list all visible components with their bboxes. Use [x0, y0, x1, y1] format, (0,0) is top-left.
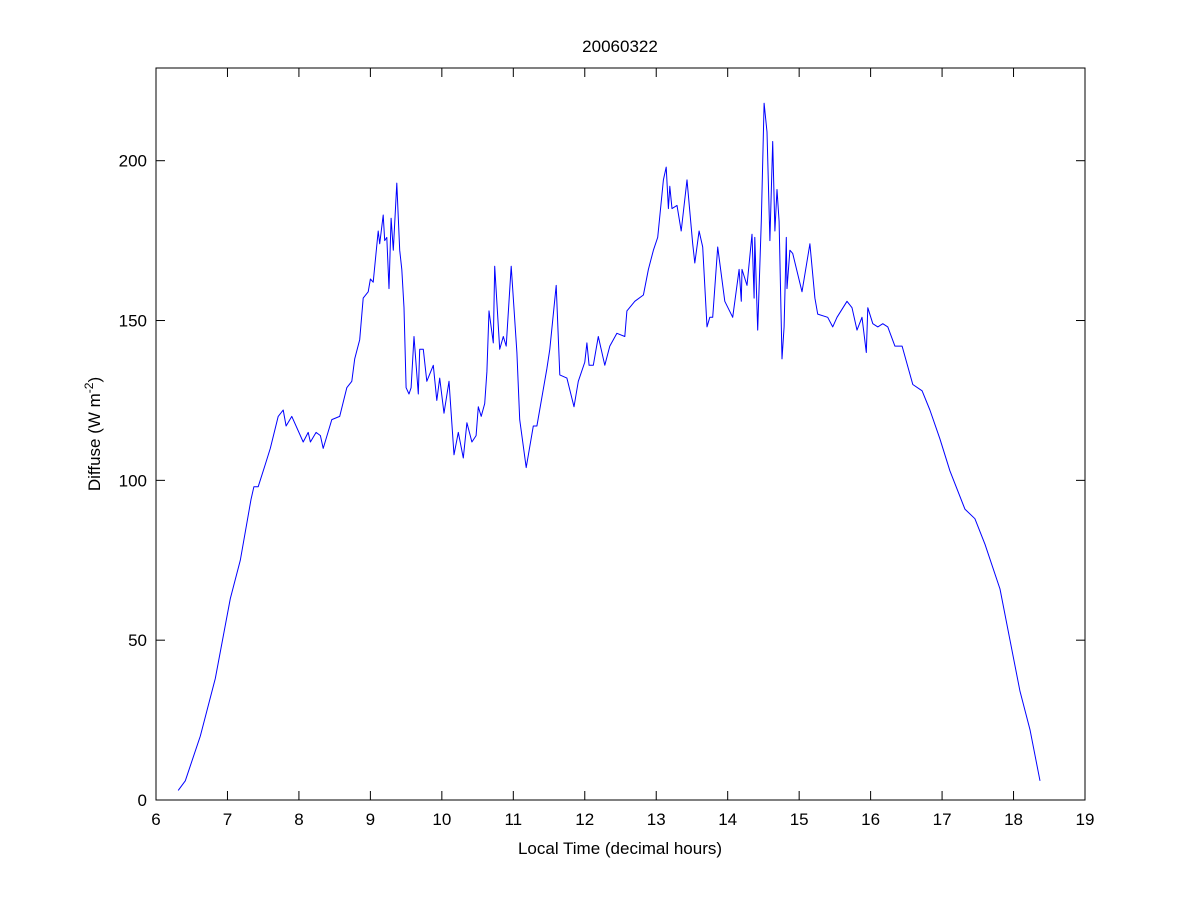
y-tick-label: 50 — [128, 631, 147, 650]
x-tick-label: 8 — [294, 810, 303, 829]
series-line-diffuse — [177, 102, 1041, 791]
x-tick-label: 18 — [1004, 810, 1023, 829]
x-tick-label: 13 — [647, 810, 666, 829]
y-axis-label-sup: -2 — [82, 382, 96, 393]
x-axis-label: Local Time (decimal hours) — [518, 839, 722, 858]
plot-area — [155, 67, 1086, 801]
x-tick-label: 19 — [1076, 810, 1095, 829]
series-group — [177, 102, 1041, 791]
y-axis-label: Diffuse (W m-2) — [82, 377, 104, 491]
x-tick-label: 12 — [575, 810, 594, 829]
x-tick-label: 16 — [861, 810, 880, 829]
x-tick-label: 6 — [151, 810, 160, 829]
x-tick-label: 7 — [223, 810, 232, 829]
x-tick-label: 15 — [790, 810, 809, 829]
y-tick-label: 200 — [119, 152, 147, 171]
y-tick-label: 100 — [119, 471, 147, 490]
chart-title: 20060322 — [582, 37, 658, 56]
y-tick-label: 150 — [119, 312, 147, 331]
x-tick-label: 11 — [504, 810, 522, 829]
axis-ticks: 6 7 8 9 10 11 12 13 14 15 16 17 18 19 0 50 100 150 200 — [119, 68, 1095, 829]
y-tick-label: 0 — [138, 791, 147, 810]
x-tick-label: 9 — [366, 810, 375, 829]
x-tick-label: 10 — [432, 810, 451, 829]
y-axis-label-close: ) — [85, 377, 104, 383]
x-tick-label: 17 — [933, 810, 952, 829]
y-axis-label-main: Diffuse (W m — [85, 393, 104, 491]
x-tick-label: 14 — [718, 810, 737, 829]
